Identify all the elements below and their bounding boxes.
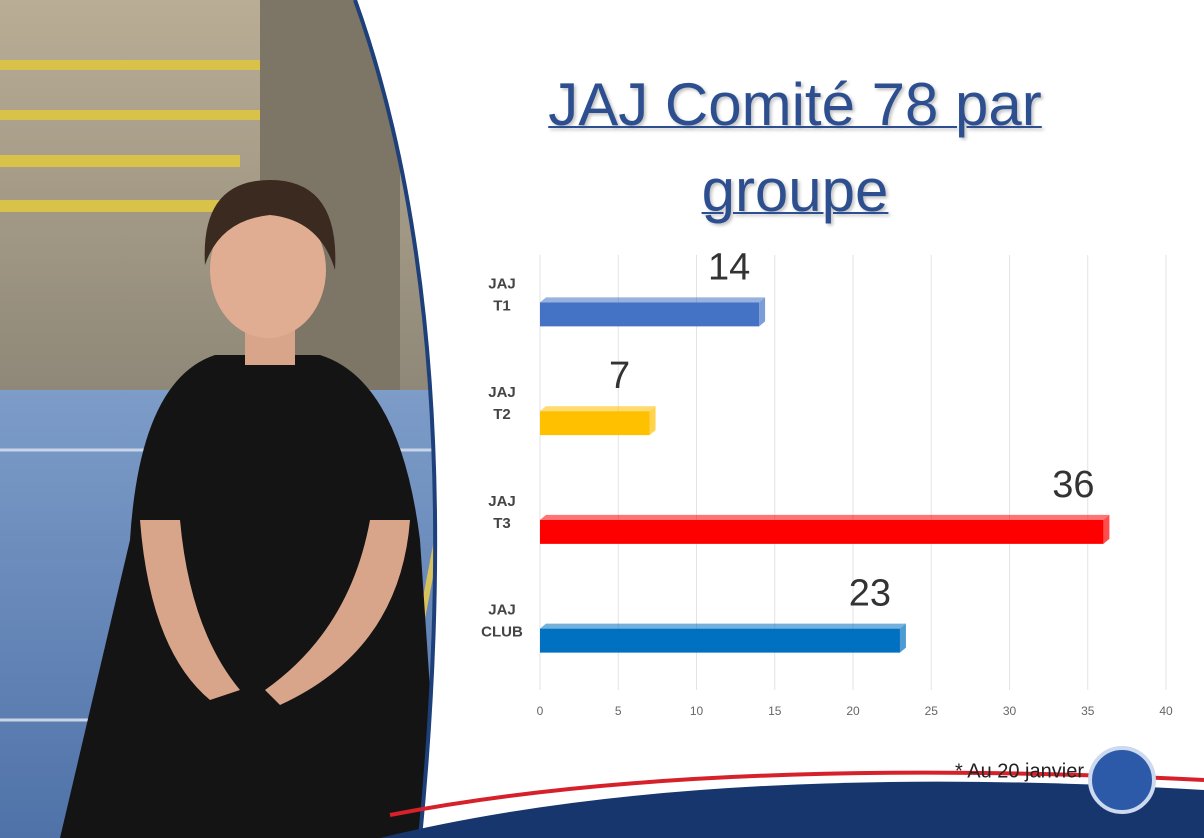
x-tick-label: 30 [1003, 704, 1017, 718]
x-tick-label: 10 [690, 704, 704, 718]
data-label: 7 [609, 355, 630, 397]
x-tick-label: 20 [846, 704, 860, 718]
x-tick-label: 35 [1081, 704, 1095, 718]
bar [540, 519, 1104, 544]
bar-depth [759, 297, 766, 327]
bar [540, 302, 760, 327]
bar-top [540, 623, 906, 629]
bar-top [540, 406, 656, 412]
photo [0, 0, 436, 838]
y-tick-label: JAJ T2 [488, 384, 516, 423]
data-label: 23 [849, 573, 891, 615]
logo [1088, 746, 1156, 814]
y-tick-label: JAJ CLUB [481, 602, 523, 641]
bar-depth [649, 406, 656, 436]
x-tick-label: 40 [1159, 704, 1173, 718]
swoosh-line [389, 770, 1204, 817]
x-tick-label: 5 [615, 704, 622, 718]
bar-top [540, 297, 766, 303]
swoosh [380, 781, 1204, 838]
footnote: * Au 20 janvier [955, 760, 1084, 782]
data-label: 36 [1052, 464, 1094, 506]
bar [540, 628, 900, 653]
x-tick-label: 25 [925, 704, 939, 718]
data-label: 14 [708, 246, 750, 288]
bar [540, 411, 650, 436]
y-tick-label: JAJ T3 [488, 493, 516, 532]
y-tick-label: JAJ T1 [488, 275, 516, 314]
x-tick-label: 15 [768, 704, 782, 718]
x-tick-label: 0 [537, 704, 544, 718]
slide-title: JAJ Comité 78 par groupe [548, 71, 1042, 224]
bar-depth [1103, 514, 1110, 544]
bar-depth [899, 623, 906, 653]
bar-top [540, 514, 1110, 520]
